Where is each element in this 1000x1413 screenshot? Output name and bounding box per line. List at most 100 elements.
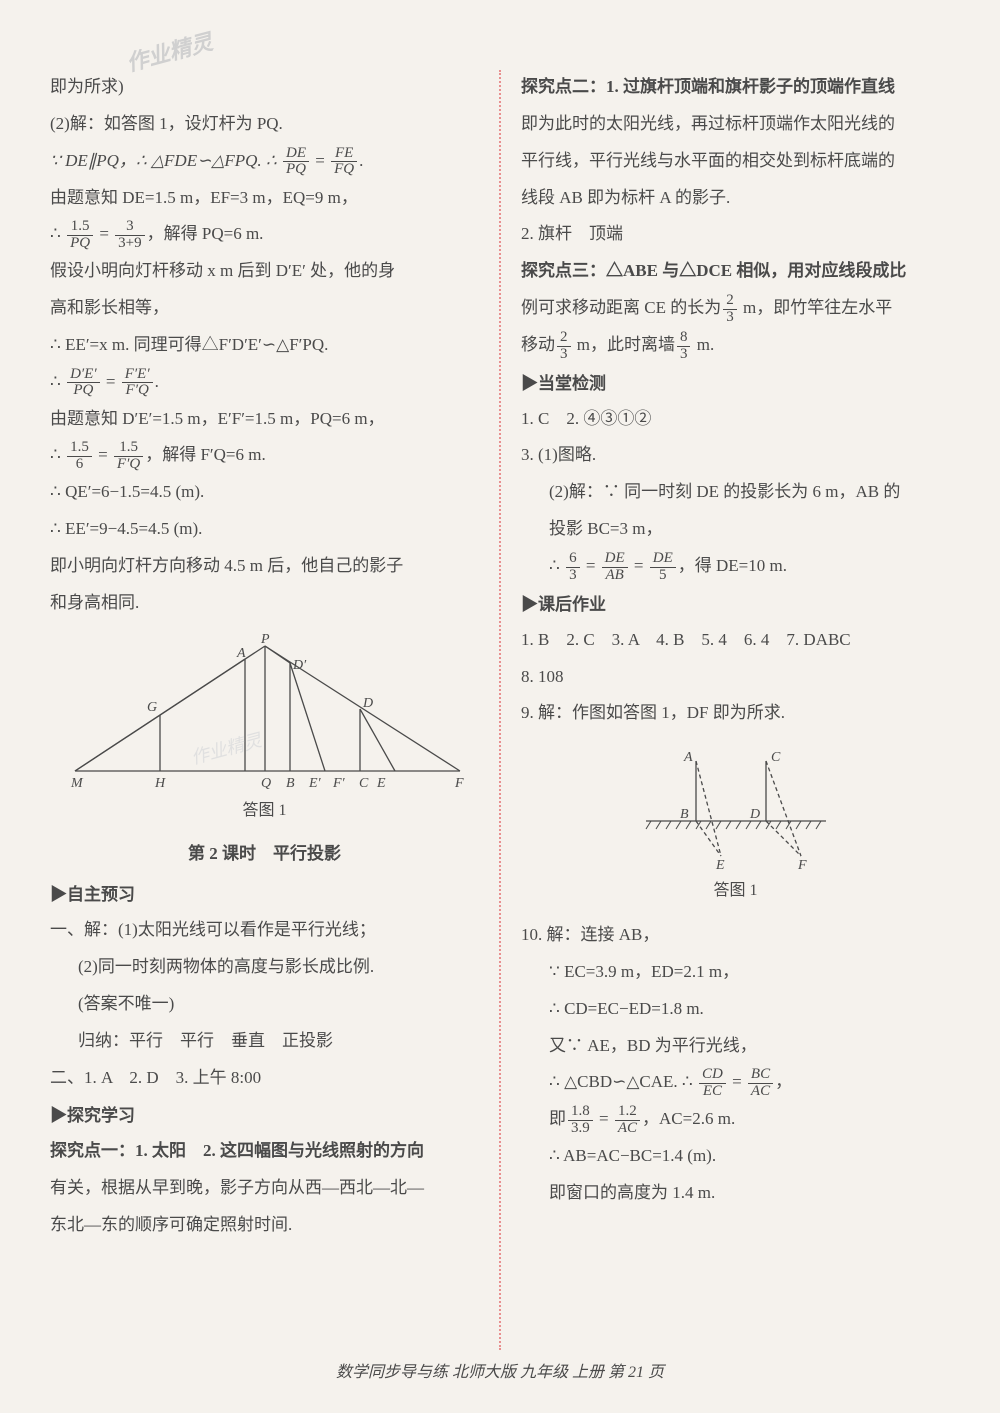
fraction: 1.83.9	[568, 1104, 593, 1137]
text-line: 东北—东的顺序可确定照射时间.	[50, 1208, 479, 1243]
text-line: 线段 AB 即为标杆 A 的影子.	[521, 181, 950, 216]
text-line: 和身高相同.	[50, 586, 479, 621]
label-P: P	[260, 632, 270, 647]
label-E: E	[376, 776, 386, 791]
figure-caption: 答图 1	[521, 875, 950, 908]
fraction: 23	[557, 330, 571, 363]
label-Fp: F′	[332, 776, 346, 791]
fraction: 33+9	[115, 219, 144, 252]
label-A: A	[683, 750, 693, 765]
fraction: 1.2AC	[615, 1104, 640, 1137]
heading-explore: ▶探究学习	[50, 1099, 479, 1134]
text-line: 1. B 2. C 3. A 4. B 5. 4 6. 4 7. DABC	[521, 623, 950, 658]
figure-1-left: P G A D′ D M H Q B E′ F′ C E F 答图 1	[50, 631, 479, 828]
text-line: 探究点三：△ABE 与△DCE 相似，用对应线段成比	[521, 254, 950, 289]
text-line: (2)同一时刻两物体的高度与影长成比例.	[50, 950, 479, 985]
text: ∴ △CBD∽△CAE. ∴	[549, 1072, 697, 1091]
fraction: FEFQ	[331, 146, 357, 179]
eq: =	[94, 445, 112, 464]
label-Ep: E′	[308, 776, 322, 791]
math-line: ∵ DE∥PQ，∴ △FDE∽△FPQ. ∴ DEPQ = FEFQ.	[50, 144, 479, 179]
text: m.	[692, 335, 714, 354]
fraction: F′E′F′Q	[122, 367, 153, 400]
fraction: DE5	[650, 551, 676, 584]
text-line: (2)解：∵ 同一时刻 DE 的投影长为 6 m，AB 的	[521, 475, 950, 510]
math-line: ∴ D′E′PQ = F′E′F′Q.	[50, 365, 479, 400]
text-line: 假设小明向灯杆移动 x m 后到 D′E′ 处，他的身	[50, 254, 479, 289]
label-B: B	[680, 807, 689, 822]
text: m，即竹竿往左水平	[739, 298, 892, 317]
text-line: (答案不唯一)	[50, 987, 479, 1022]
triangle-diagram: P G A D′ D M H Q B E′ F′ C E F	[65, 631, 465, 791]
text-line: 归纳：平行 平行 垂直 正投影	[50, 1024, 479, 1059]
fraction: D′E′PQ	[67, 367, 100, 400]
period: .	[155, 372, 159, 391]
column-divider	[499, 70, 501, 1350]
text-line: (2)解：如答图 1，设灯杆为 PQ.	[50, 107, 479, 142]
text-line: ∵ EC=3.9 m，ED=2.1 m，	[521, 955, 950, 990]
heading-homework: ▶课后作业	[521, 588, 950, 623]
eq: =	[311, 151, 329, 170]
label-G: G	[147, 700, 157, 715]
fraction: 1.5F′Q	[114, 440, 143, 473]
text-line: 投影 BC=3 m，	[521, 512, 950, 547]
text: 例可求移动距离 CE 的长为	[521, 298, 721, 317]
fraction: 83	[677, 330, 691, 363]
math-line: ∴ 63 = DEAB = DE5，得 DE=10 m.	[521, 549, 950, 584]
text-line: 即为此时的太阳光线，再过标杆顶端作太阳光线的	[521, 107, 950, 142]
therefore: ∴	[50, 372, 65, 391]
therefore: ∴	[549, 556, 564, 575]
text-line: 9. 解：作图如答图 1，DF 即为所求.	[521, 696, 950, 731]
left-column: 即为所求) (2)解：如答图 1，设灯杆为 PQ. ∵ DE∥PQ，∴ △FDE…	[50, 70, 479, 1350]
math-line: 移动23 m，此时离墙83 m.	[521, 328, 950, 363]
eq: =	[582, 556, 600, 575]
label-M: M	[70, 776, 84, 791]
label-D: D	[362, 696, 373, 711]
text-line: 由题意知 DE=1.5 m，EF=3 m，EQ=9 m，	[50, 181, 479, 216]
text-line: 3. (1)图略.	[521, 438, 950, 473]
text-line: 二、1. A 2. D 3. 上午 8:00	[50, 1061, 479, 1096]
text-line: 高和影长相等，	[50, 291, 479, 326]
text-line: ∴ QE′=6−1.5=4.5 (m).	[50, 475, 479, 510]
text: 移动	[521, 335, 555, 354]
fraction: DEPQ	[283, 146, 309, 179]
fraction: CDEC	[699, 1067, 726, 1100]
fraction: BCAC	[748, 1067, 773, 1100]
figure-caption: 答图 1	[50, 795, 479, 828]
text-line: 即小明向灯杆方向移动 4.5 m 后，他自己的影子	[50, 549, 479, 584]
label-A: A	[236, 646, 246, 661]
text-line: 1. C 2. ④③①②	[521, 402, 950, 437]
math-line: 即1.83.9 = 1.2AC，AC=2.6 m.	[521, 1102, 950, 1137]
math-line: ∴ 1.5PQ = 33+9，解得 PQ=6 m.	[50, 217, 479, 252]
eq: =	[630, 556, 648, 575]
text-line: 探究点二：1. 过旗杆顶端和旗杆影子的顶端作直线	[521, 70, 950, 105]
text-line: 即为所求)	[50, 70, 479, 105]
eq: =	[595, 1109, 613, 1128]
fraction: 23	[723, 293, 737, 326]
math-line: 例可求移动距离 CE 的长为23 m，即竹竿往左水平	[521, 291, 950, 326]
label-Dp: D′	[292, 658, 307, 673]
label-C: C	[359, 776, 369, 791]
shadow-diagram: A C B D E F	[626, 741, 846, 871]
text-line: 平行线，平行光线与水平面的相交处到标杆底端的	[521, 144, 950, 179]
label-F: F	[454, 776, 464, 791]
label-H: H	[154, 776, 166, 791]
text-line: 又∵ AE，BD 为平行光线，	[521, 1029, 950, 1064]
figure-1-right: A C B D E F 答图 1	[521, 741, 950, 908]
fraction: DEAB	[602, 551, 628, 584]
text: m，此时离墙	[573, 335, 675, 354]
text: ，AC=2.6 m.	[642, 1109, 735, 1128]
label-Q: Q	[261, 776, 271, 791]
text-line: 由题意知 D′E′=1.5 m，E′F′=1.5 m，PQ=6 m，	[50, 402, 479, 437]
math-line: ∴ 1.56 = 1.5F′Q，解得 F′Q=6 m.	[50, 438, 479, 473]
heading-check: ▶当堂检测	[521, 367, 950, 402]
heading-preview: ▶自主预习	[50, 878, 479, 913]
text-line: 即窗口的高度为 1.4 m.	[521, 1176, 950, 1211]
math-line: ∴ △CBD∽△CAE. ∴ CDEC = BCAC，	[521, 1065, 950, 1100]
fraction: 1.5PQ	[67, 219, 93, 252]
text-line: ∴ AB=AC−BC=1.4 (m).	[521, 1139, 950, 1174]
text-line: ∴ CD=EC−ED=1.8 m.	[521, 992, 950, 1027]
text-line: 一、解：(1)太阳光线可以看作是平行光线；	[50, 913, 479, 948]
text-line: 8. 108	[521, 660, 950, 695]
text-line: ∴ EE′=x m. 同理可得△F′D′E′∽△F′PQ.	[50, 328, 479, 363]
